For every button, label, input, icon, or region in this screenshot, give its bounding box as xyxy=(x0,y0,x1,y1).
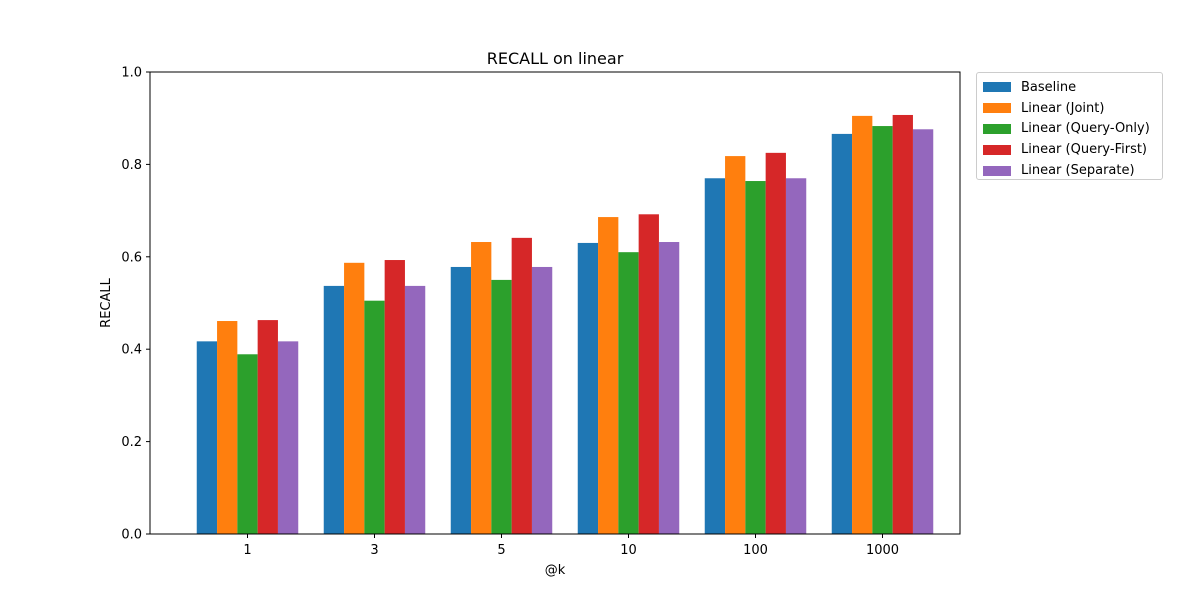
x-tick-label: 1 xyxy=(243,543,251,558)
y-axis-label: RECALL xyxy=(99,277,114,327)
bar-linear-query-first-100 xyxy=(765,152,786,534)
legend-label: Linear (Separate) xyxy=(1021,163,1135,179)
bar-linear-query-first-5 xyxy=(511,237,532,534)
x-tick-label: 100 xyxy=(743,543,768,558)
x-tick-label: 3 xyxy=(370,543,378,558)
y-tick-label: 1.0 xyxy=(121,66,142,81)
x-axis: 1 3 5 10 100 1000 xyxy=(243,534,899,558)
y-tick-label: 0.2 xyxy=(121,435,142,450)
bar-linear-joint-1 xyxy=(217,321,238,534)
x-axis-label: @k xyxy=(545,563,566,578)
bar-linear-query-first-1 xyxy=(257,320,278,534)
legend-item: Linear (Query-Only) xyxy=(983,119,1162,140)
bar-linear-separate-1 xyxy=(277,341,299,534)
bar-linear-joint-1000 xyxy=(852,115,873,534)
bar-baseline-5 xyxy=(450,266,472,534)
bar-linear-query-only-10 xyxy=(618,252,639,534)
legend-item: Linear (Separate) xyxy=(983,160,1162,181)
bar-linear-query-only-100 xyxy=(745,181,766,535)
bar-linear-joint-100 xyxy=(725,156,746,535)
bars-group xyxy=(196,114,934,535)
bar-baseline-1 xyxy=(196,341,218,534)
legend: Baseline Linear (Joint) Linear (Query-Only… xyxy=(976,72,1163,180)
bar-linear-joint-10 xyxy=(598,217,619,534)
legend-swatch xyxy=(983,165,1011,176)
bar-linear-query-first-10 xyxy=(638,214,659,534)
bar-baseline-100 xyxy=(704,178,726,534)
bar-linear-query-only-5 xyxy=(491,279,512,534)
legend-item: Linear (Query-First) xyxy=(983,139,1162,160)
legend-swatch xyxy=(983,82,1011,93)
bar-linear-joint-3 xyxy=(344,262,365,534)
bar-linear-separate-1000 xyxy=(912,129,934,534)
bar-linear-joint-5 xyxy=(471,242,492,535)
x-tick-label: 5 xyxy=(497,543,505,558)
y-tick-label: 0.8 xyxy=(121,158,142,173)
y-tick-label: 0.0 xyxy=(121,528,142,543)
chart-title: RECALL on linear xyxy=(487,49,624,68)
y-tick-label: 0.4 xyxy=(121,343,142,358)
legend-label: Linear (Joint) xyxy=(1021,100,1105,116)
legend-label: Linear (Query-First) xyxy=(1021,142,1148,158)
x-tick-label: 10 xyxy=(620,543,637,558)
bar-linear-query-first-3 xyxy=(384,260,405,534)
legend-swatch xyxy=(983,123,1011,134)
legend-label: Linear (Query-Only) xyxy=(1021,121,1150,137)
x-tick-label: 1000 xyxy=(866,543,899,558)
bar-baseline-1000 xyxy=(831,133,853,534)
legend-swatch xyxy=(983,144,1011,155)
bar-baseline-10 xyxy=(577,242,599,534)
legend-swatch xyxy=(983,103,1011,114)
legend-label: Baseline xyxy=(1021,79,1077,95)
bar-linear-separate-10 xyxy=(658,242,680,535)
bar-linear-query-first-1000 xyxy=(892,114,913,534)
plot-frame xyxy=(149,71,961,535)
bar-linear-separate-5 xyxy=(531,266,553,534)
bar-linear-query-only-1000 xyxy=(872,126,893,534)
y-axis: 0.0 0.2 0.4 0.6 0.8 1.0 xyxy=(121,66,150,543)
bar-linear-separate-3 xyxy=(404,285,426,534)
bar-linear-query-only-1 xyxy=(237,354,258,534)
legend-item: Linear (Joint) xyxy=(983,98,1162,119)
y-tick-label: 0.6 xyxy=(121,250,142,265)
bar-linear-separate-100 xyxy=(785,178,807,534)
legend-item: Baseline xyxy=(983,77,1162,98)
bar-linear-query-only-3 xyxy=(364,300,385,534)
bar-baseline-3 xyxy=(323,285,345,534)
